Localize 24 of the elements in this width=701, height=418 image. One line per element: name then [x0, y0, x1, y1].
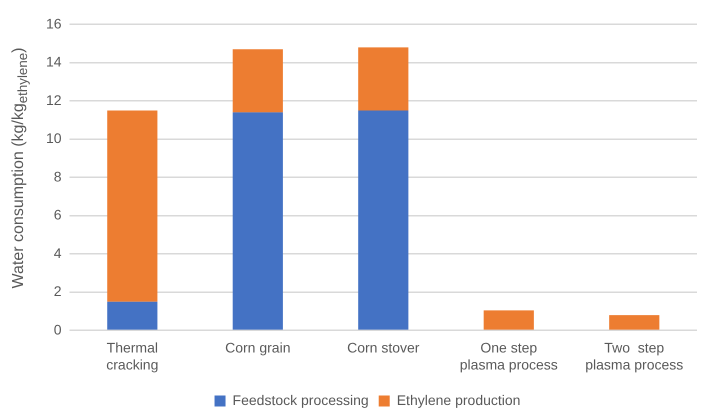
y-tick-label: 12: [46, 92, 62, 108]
y-tick-label: 2: [54, 283, 62, 300]
bar: [232, 112, 283, 330]
y-tick-label: 8: [54, 168, 62, 184]
bar: [107, 110, 158, 302]
bar: [609, 315, 660, 330]
x-tick-label: One step plasma process: [460, 340, 558, 372]
bar: [358, 47, 408, 110]
bar: [484, 310, 534, 330]
x-tick-label: Two step plasma process: [585, 340, 684, 372]
y-tick-label: 0: [54, 321, 62, 338]
y-tick-label: 16: [46, 15, 62, 32]
bar: [232, 49, 283, 112]
x-tick-label: Thermal cracking: [106, 340, 158, 372]
legend-label: Feedstock processing: [232, 392, 369, 408]
bar: [358, 110, 408, 330]
bar: [107, 302, 158, 330]
y-tick-label: 4: [54, 244, 62, 261]
y-tick-label: 14: [46, 54, 62, 70]
y-tick-label: 10: [46, 130, 62, 146]
x-tick-label: Corn grain: [225, 340, 290, 356]
legend-label: Ethylene production: [396, 392, 520, 408]
y-tick-label: 6: [54, 206, 62, 223]
x-tick-label: Corn stover: [347, 340, 420, 356]
